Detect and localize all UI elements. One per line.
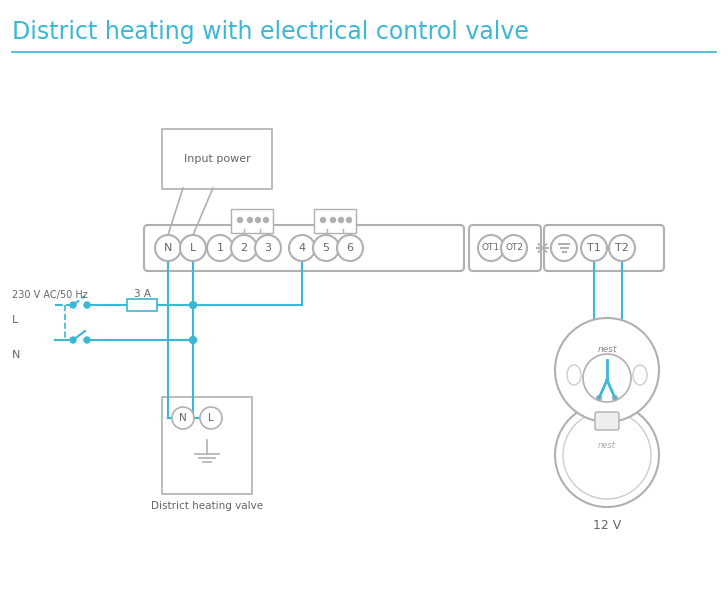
Circle shape [609,235,635,261]
Circle shape [501,235,527,261]
Circle shape [155,235,181,261]
Text: nest: nest [598,441,616,450]
FancyBboxPatch shape [127,299,157,311]
Circle shape [337,235,363,261]
Text: L: L [208,413,214,423]
Circle shape [264,217,269,223]
Text: 12 V: 12 V [593,519,621,532]
Text: 3 A: 3 A [133,289,151,299]
Text: N: N [179,413,187,423]
Text: District heating with electrical control valve: District heating with electrical control… [12,20,529,44]
Circle shape [255,235,281,261]
Text: nest: nest [597,346,617,355]
Circle shape [84,302,90,308]
Circle shape [583,354,631,402]
Text: T1: T1 [587,243,601,253]
Text: N: N [12,350,20,360]
FancyBboxPatch shape [544,225,664,271]
Text: 1: 1 [216,243,223,253]
Circle shape [551,235,577,261]
Circle shape [200,407,222,429]
Text: District heating valve: District heating valve [151,501,263,511]
Circle shape [555,318,659,422]
Circle shape [563,411,651,499]
FancyBboxPatch shape [162,397,252,494]
Circle shape [248,217,253,223]
Text: T2: T2 [615,243,629,253]
Ellipse shape [567,365,581,385]
Circle shape [331,217,336,223]
Circle shape [555,403,659,507]
FancyBboxPatch shape [231,209,273,233]
Circle shape [347,217,352,223]
Circle shape [581,235,607,261]
Text: 3: 3 [264,243,272,253]
Text: OT1: OT1 [482,244,500,252]
Text: Input power: Input power [183,154,250,164]
Ellipse shape [633,365,647,385]
FancyBboxPatch shape [314,209,356,233]
FancyBboxPatch shape [595,412,619,430]
Text: OT2: OT2 [505,244,523,252]
Circle shape [231,235,257,261]
Text: N: N [164,243,173,253]
Circle shape [70,337,76,343]
Circle shape [84,337,90,343]
Text: L: L [12,315,18,325]
Circle shape [172,407,194,429]
Text: 230 V AC/50 Hz: 230 V AC/50 Hz [12,290,88,300]
Text: 5: 5 [323,243,330,253]
Circle shape [70,302,76,308]
Circle shape [289,235,315,261]
Circle shape [313,235,339,261]
Circle shape [596,396,601,400]
Circle shape [180,235,206,261]
FancyBboxPatch shape [469,225,541,271]
Circle shape [207,235,233,261]
Circle shape [478,235,504,261]
Circle shape [189,336,197,343]
FancyBboxPatch shape [162,129,272,189]
Circle shape [256,217,261,223]
Text: 2: 2 [240,243,248,253]
Circle shape [320,217,325,223]
Circle shape [339,217,344,223]
Text: L: L [190,243,196,253]
Circle shape [612,396,617,400]
Text: 6: 6 [347,243,354,253]
Circle shape [189,302,197,308]
FancyBboxPatch shape [144,225,464,271]
Text: 4: 4 [298,243,306,253]
Circle shape [237,217,242,223]
